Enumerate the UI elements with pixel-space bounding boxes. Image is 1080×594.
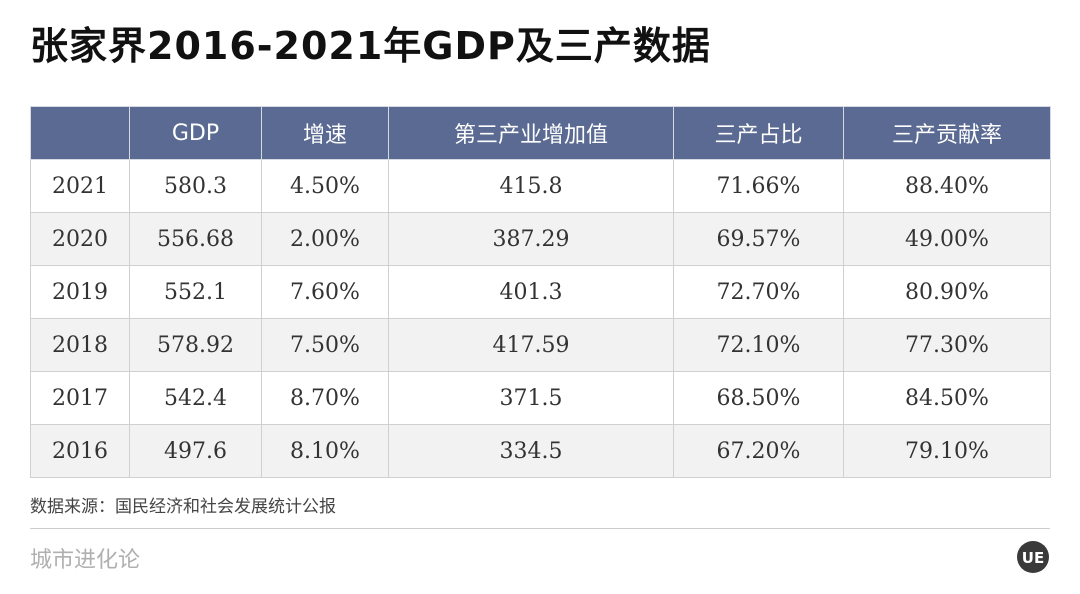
table-cell-year: 2021 bbox=[30, 159, 130, 213]
table-cell-tertiary-share: 68.50% bbox=[673, 371, 844, 425]
table-cell-tertiary-value: 417.59 bbox=[388, 318, 674, 372]
header-cell-year bbox=[30, 106, 130, 160]
table-cell-tertiary-value: 371.5 bbox=[388, 371, 674, 425]
data-table-container: GDP 增速 第三产业增加值 三产占比 三产贡献率 2021 580.3 4.50%… bbox=[30, 106, 1051, 478]
header-cell-tertiary-value: 第三产业增加值 bbox=[388, 106, 674, 160]
chart-title: 张家界2016-2021年GDP及三产数据 bbox=[30, 24, 711, 68]
table-cell-tertiary-value: 401.3 bbox=[388, 265, 674, 319]
table-cell-year: 2019 bbox=[30, 265, 130, 319]
table-cell-tertiary-contribution: 80.90% bbox=[843, 265, 1051, 319]
table-cell-tertiary-value: 415.8 bbox=[388, 159, 674, 213]
table-cell-year: 2016 bbox=[30, 424, 130, 478]
table-row: 2018 578.92 7.50% 417.59 72.10% 77.30% bbox=[30, 318, 1051, 372]
table-cell-growth: 4.50% bbox=[261, 159, 389, 213]
table-cell-year: 2020 bbox=[30, 212, 130, 266]
table-cell-gdp: 578.92 bbox=[129, 318, 262, 372]
table-row: 2017 542.4 8.70% 371.5 68.50% 84.50% bbox=[30, 371, 1051, 425]
table-cell-gdp: 542.4 bbox=[129, 371, 262, 425]
table-row: 2019 552.1 7.60% 401.3 72.70% 80.90% bbox=[30, 265, 1051, 319]
table-row: 2020 556.68 2.00% 387.29 69.57% 49.00% bbox=[30, 212, 1051, 266]
table-cell-tertiary-share: 72.70% bbox=[673, 265, 844, 319]
table-cell-year: 2018 bbox=[30, 318, 130, 372]
data-table: GDP 增速 第三产业增加值 三产占比 三产贡献率 2021 580.3 4.50%… bbox=[30, 106, 1051, 478]
table-cell-growth: 2.00% bbox=[261, 212, 389, 266]
table-cell-tertiary-value: 334.5 bbox=[388, 424, 674, 478]
table-cell-gdp: 497.6 bbox=[129, 424, 262, 478]
table-cell-growth: 7.60% bbox=[261, 265, 389, 319]
table-cell-tertiary-contribution: 49.00% bbox=[843, 212, 1051, 266]
table-header-row: GDP 增速 第三产业增加值 三产占比 三产贡献率 bbox=[30, 106, 1051, 160]
table-cell-growth: 8.70% bbox=[261, 371, 389, 425]
table-cell-tertiary-contribution: 79.10% bbox=[843, 424, 1051, 478]
data-source-note: 数据来源：国民经济和社会发展统计公报 bbox=[30, 497, 336, 517]
table-cell-tertiary-contribution: 84.50% bbox=[843, 371, 1051, 425]
table-cell-gdp: 556.68 bbox=[129, 212, 262, 266]
table-cell-tertiary-share: 67.20% bbox=[673, 424, 844, 478]
brand-logo-icon: UE bbox=[1017, 541, 1049, 573]
header-cell-tertiary-share: 三产占比 bbox=[673, 106, 844, 160]
header-cell-growth: 增速 bbox=[261, 106, 389, 160]
logo-text: UE bbox=[1022, 549, 1044, 567]
footer-divider bbox=[30, 528, 1050, 529]
table-cell-year: 2017 bbox=[30, 371, 130, 425]
table-cell-growth: 7.50% bbox=[261, 318, 389, 372]
header-cell-gdp: GDP bbox=[129, 106, 262, 160]
table-cell-tertiary-share: 71.66% bbox=[673, 159, 844, 213]
table-cell-tertiary-contribution: 88.40% bbox=[843, 159, 1051, 213]
table-cell-gdp: 552.1 bbox=[129, 265, 262, 319]
table-row: 2021 580.3 4.50% 415.8 71.66% 88.40% bbox=[30, 159, 1051, 213]
table-cell-tertiary-share: 72.10% bbox=[673, 318, 844, 372]
table-cell-gdp: 580.3 bbox=[129, 159, 262, 213]
table-cell-tertiary-contribution: 77.30% bbox=[843, 318, 1051, 372]
table-cell-growth: 8.10% bbox=[261, 424, 389, 478]
table-cell-tertiary-share: 69.57% bbox=[673, 212, 844, 266]
table-cell-tertiary-value: 387.29 bbox=[388, 212, 674, 266]
table-row: 2016 497.6 8.10% 334.5 67.20% 79.10% bbox=[30, 424, 1051, 478]
brand-name: 城市进化论 bbox=[30, 548, 141, 573]
header-cell-tertiary-contribution: 三产贡献率 bbox=[843, 106, 1051, 160]
